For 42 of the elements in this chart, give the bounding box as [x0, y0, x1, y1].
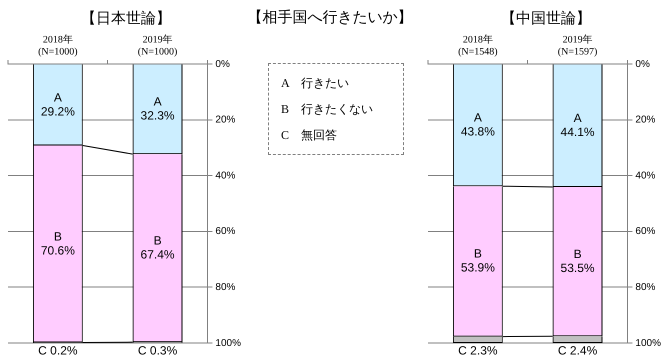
data-label: 44.1%	[560, 125, 595, 140]
text: C 2.3%	[458, 343, 498, 358]
text: A	[474, 110, 482, 125]
chart-title: 【中国世論】	[501, 10, 591, 27]
x-tick-label: 2019年 (N=1597)	[558, 34, 598, 58]
y-tick-label: 0%	[215, 58, 230, 70]
text: 【相手国へ行きたいか】	[246, 8, 414, 27]
y-tick-label: 40%	[215, 170, 236, 182]
series-label: B	[574, 246, 582, 261]
y-tick-label: 20%	[635, 114, 656, 126]
text: B 行きたくない	[281, 101, 374, 118]
x-tick-label: 2018年 (N=1000)	[38, 34, 78, 58]
series-label: A	[574, 111, 582, 126]
x-tick-label: 2019年 (N=1000)	[138, 34, 178, 58]
y-tick-label: 100%	[215, 338, 242, 349]
data-label: 67.4%	[140, 247, 175, 262]
data-label: 43.8%	[460, 124, 496, 139]
y-tick-label: 0%	[635, 58, 650, 70]
chart-title: 【日本世論】	[81, 10, 171, 27]
text: B	[154, 233, 162, 248]
text: C 無回答	[281, 127, 338, 144]
text: A 行きたい	[281, 75, 350, 92]
y-tick-label: 60%	[635, 226, 656, 238]
text: B	[474, 246, 482, 261]
x-tick-label: 2018年 (N=1548)	[458, 34, 498, 58]
data-label: 53.5%	[560, 260, 595, 275]
y-tick-label: 100%	[635, 338, 662, 349]
data-label: 70.6%	[40, 243, 76, 258]
series-label: B	[54, 229, 62, 244]
text: C 0.3%	[138, 343, 178, 358]
series-label: A	[54, 90, 62, 104]
y-tick-label: 80%	[215, 282, 236, 293]
y-tick-label: 40%	[635, 170, 656, 182]
text: A	[154, 94, 162, 109]
data-label: 53.9%	[460, 260, 496, 275]
text: C 2.4%	[558, 343, 598, 358]
data-label: 29.2%	[40, 104, 76, 118]
y-tick-label: 80%	[635, 282, 656, 293]
y-tick-label: 20%	[215, 114, 236, 126]
y-tick-label: 60%	[215, 226, 236, 238]
data-label: 32.3%	[140, 108, 175, 123]
text: C 0.2%	[38, 343, 78, 358]
